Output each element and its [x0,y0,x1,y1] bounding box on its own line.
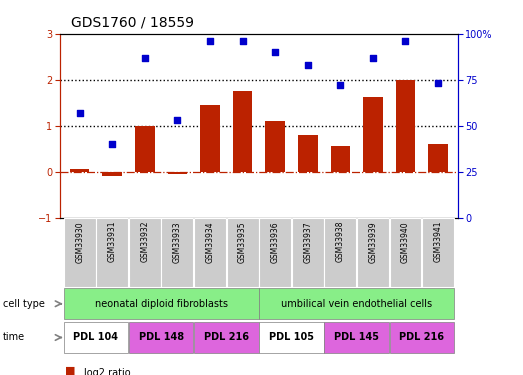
Point [141,55,149,61]
Bar [64,288,258,319]
Text: GSM33934: GSM33934 [206,221,214,262]
Point [303,62,312,68]
Text: PDL 148: PDL 148 [139,333,184,342]
Text: neonatal diploid fibroblasts: neonatal diploid fibroblasts [95,299,228,309]
Text: GSM33931: GSM33931 [108,221,117,262]
Text: PDL 216: PDL 216 [204,333,249,342]
Bar [390,322,454,352]
Text: time: time [3,333,25,342]
Point [271,49,279,55]
Bar [135,126,155,172]
Bar [194,322,258,352]
Text: PDL 104: PDL 104 [74,333,119,342]
Bar [194,217,226,287]
Text: GSM33935: GSM33935 [238,221,247,262]
Bar [64,322,128,352]
Bar [324,322,389,352]
Point [75,110,84,116]
Bar [265,121,285,172]
Bar [96,217,128,287]
Point [434,80,442,86]
Bar [357,217,389,287]
Text: GSM33941: GSM33941 [434,221,442,262]
Point [369,55,377,61]
Text: GSM33937: GSM33937 [303,221,312,262]
Text: GSM33933: GSM33933 [173,221,182,262]
Bar [259,322,324,352]
Point [336,82,345,88]
Point [108,141,117,147]
Bar [64,217,96,287]
Text: log2 ratio: log2 ratio [84,368,130,375]
Text: GSM33932: GSM33932 [140,221,150,262]
Bar [233,91,253,172]
Bar [200,105,220,172]
Bar [168,172,187,174]
Bar [259,217,291,287]
Text: GSM33936: GSM33936 [271,221,280,262]
Bar [226,217,258,287]
Bar [259,288,454,319]
Point [238,38,247,44]
Point [401,38,410,44]
Point [173,117,181,123]
Text: cell type: cell type [3,299,44,309]
Bar [396,80,415,172]
Bar [129,322,194,352]
Point [206,38,214,44]
Text: GSM33940: GSM33940 [401,221,410,262]
Text: PDL 105: PDL 105 [269,333,314,342]
Bar [331,146,350,172]
Bar [298,135,317,172]
Bar [363,97,383,172]
Text: PDL 216: PDL 216 [399,333,444,342]
Text: umbilical vein endothelial cells: umbilical vein endothelial cells [281,299,432,309]
Bar [324,217,356,287]
Bar [422,217,454,287]
Text: GDS1760 / 18559: GDS1760 / 18559 [71,16,194,30]
Text: GSM33939: GSM33939 [368,221,378,262]
Bar [428,144,448,172]
Text: GSM33930: GSM33930 [75,221,84,262]
Bar [70,169,89,172]
Text: ■: ■ [65,366,76,375]
Bar [390,217,422,287]
Text: GSM33938: GSM33938 [336,221,345,262]
Bar [292,217,324,287]
Text: PDL 145: PDL 145 [334,333,379,342]
Bar [103,172,122,176]
Bar [129,217,161,287]
Bar [162,217,194,287]
